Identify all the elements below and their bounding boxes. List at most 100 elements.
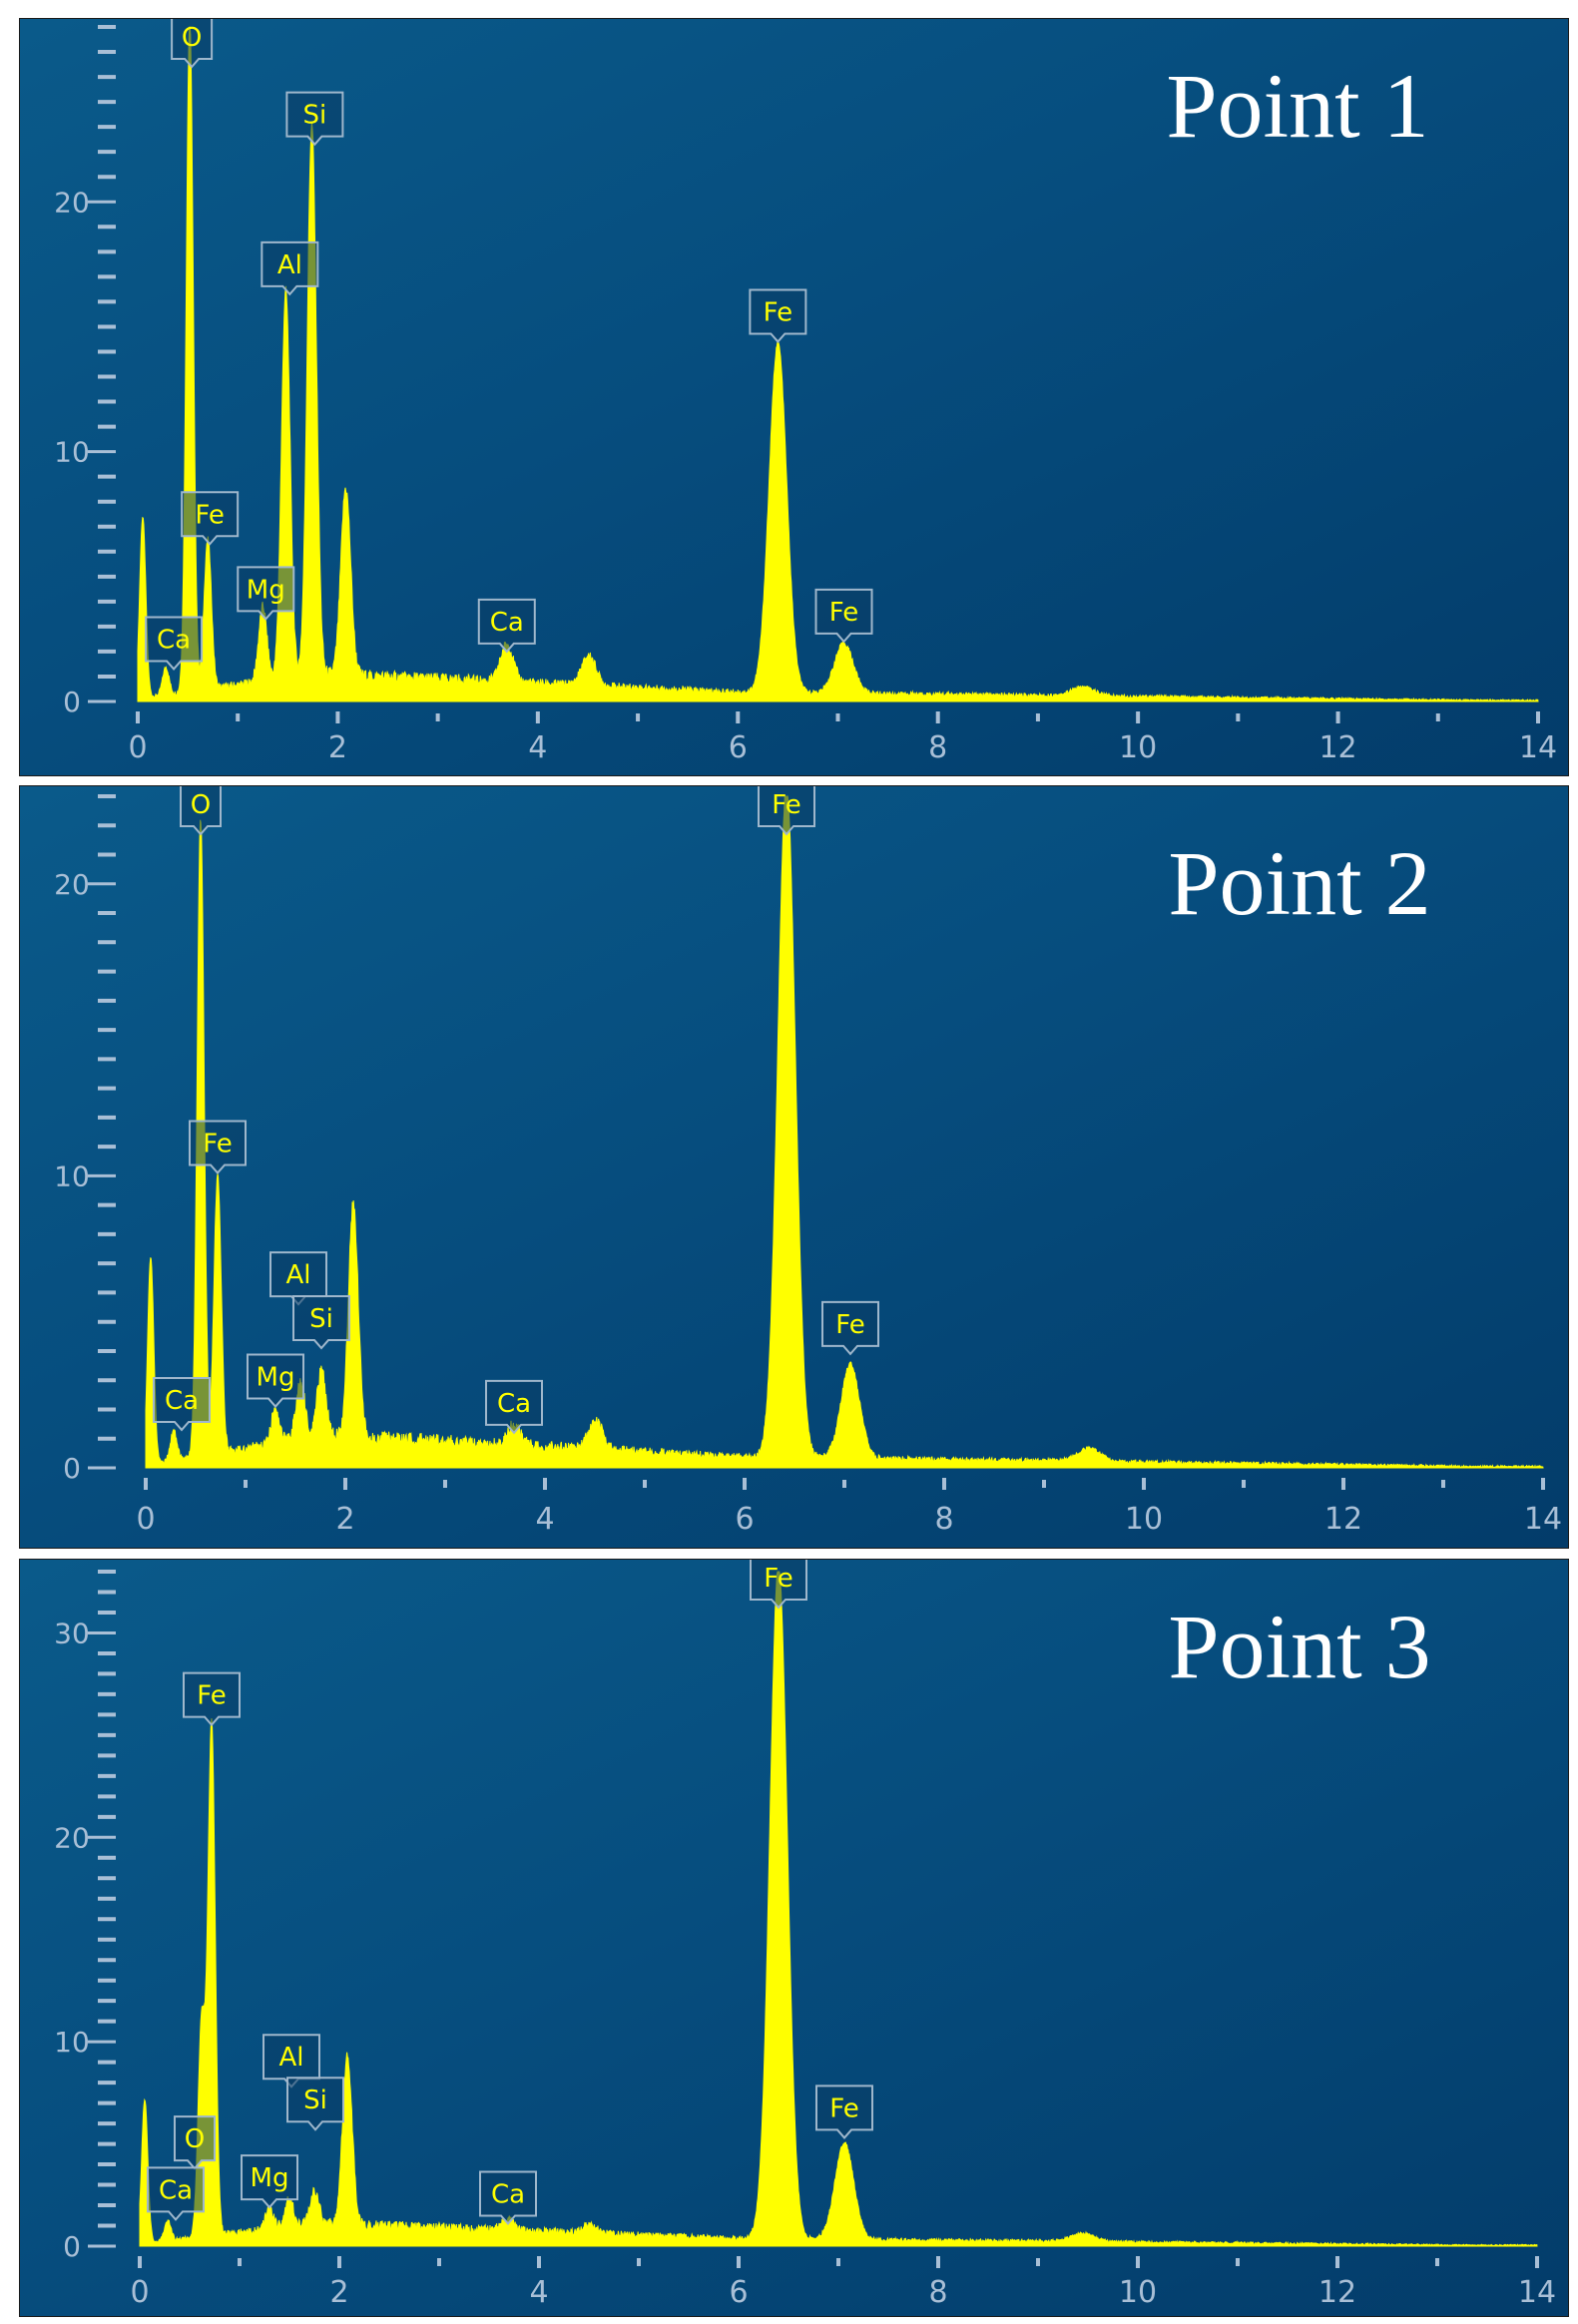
peak-label-fe: Fe [815,2085,873,2139]
peak-label-text: Ca [497,1389,531,1419]
peak-label-fe: Fe [189,1120,247,1174]
spectrum-area [139,1571,1538,2247]
peak-label-box [153,1376,211,1432]
peak-label-mg: Mg [247,1353,304,1409]
x-tick-label: 0 [130,2275,149,2310]
y-tick-label: 10 [54,436,90,469]
peak-label-text: Ca [165,1386,199,1416]
chart-title: Point 1 [1166,55,1428,157]
peak-label-box [750,1560,807,1610]
spectrum-panel-point-1: Point 1 0 2 4 6 8 10 12 14 0 10 20 O Si Al Fe Fe Mg Ca Ca Fe [19,18,1569,776]
y-tick-label: 20 [54,1821,90,1854]
peak-label-box [815,2085,873,2139]
x-tick-label: 10 [1119,2275,1157,2310]
peak-label-fe: Fe [749,288,807,343]
peak-label-text: Ca [157,625,191,655]
x-tick-label: 6 [729,730,748,765]
x-tick-label: 6 [735,1502,754,1537]
y-tick-label: 0 [63,686,81,718]
peak-label-o: O [174,2115,216,2170]
x-tick-label: 4 [529,2275,548,2310]
peak-label-al: Al [263,2034,320,2089]
peak-label-box [180,786,222,836]
x-tick-label: 4 [535,1502,554,1537]
y-axis: 0 10 20 30 [54,1570,116,2263]
peak-label-box [237,566,295,621]
peak-label-box [292,1295,350,1350]
peak-label-box [189,1120,247,1174]
peak-label-text: Si [303,101,327,131]
spectrum-chart-point-1: Point 1 0 2 4 6 8 10 12 14 0 10 20 O Si Al Fe Fe Mg Ca Ca Fe [20,19,1568,775]
x-tick-label: 14 [1518,2275,1556,2310]
peak-label-fe: Fe [821,1300,879,1356]
peak-label-fe: Fe [181,491,240,546]
peak-label-text: Fe [197,1681,227,1711]
peak-label-box [183,1671,241,1727]
peak-label-text: Fe [195,500,225,530]
x-tick-label: 8 [928,730,947,765]
peak-label-text: Fe [772,790,801,820]
spectrum-panel-point-3: Point 3 0 2 4 6 8 10 12 14 0 10 20 30 Fe Fe Al Si Fe O Mg Ca… [19,1559,1569,2317]
peak-label-text: Fe [829,598,859,628]
y-axis: 0 10 20 [54,794,116,1485]
y-tick-label: 0 [63,2230,81,2263]
peak-label-box [241,2154,298,2209]
x-tick-label: 2 [328,730,347,765]
peak-label-box [477,598,536,654]
peak-label-box [749,288,807,343]
peak-label-box [285,91,344,147]
peak-label-text: Si [309,1304,333,1334]
peak-label-ca: Ca [147,2166,205,2221]
peak-label-si: Si [292,1295,350,1350]
x-tick-label: 4 [528,730,547,765]
peak-label-text: Fe [764,1564,793,1594]
peak-label-text: O [182,23,202,53]
peak-label-si: Si [286,2077,344,2131]
peak-label-text: Si [303,2086,327,2115]
x-tick-label: 12 [1318,2275,1356,2310]
x-tick-label: 0 [136,1502,155,1537]
peak-label-box [247,1353,304,1409]
x-tick-label: 12 [1324,1502,1362,1537]
chart-title: Point 3 [1168,1596,1430,1697]
peak-label-box [147,2166,205,2221]
y-tick-label: 20 [54,186,90,219]
peak-label-box [485,1379,543,1435]
peak-label-ca: Ca [145,616,204,671]
peak-label-box [758,786,815,836]
x-tick-label: 0 [128,730,147,765]
peak-label-ca: Ca [477,598,536,654]
peak-label-text: Mg [257,1363,295,1393]
peak-label-ca: Ca [485,1379,543,1435]
peak-label-fe: Fe [814,588,873,644]
peak-label-box [479,2170,537,2225]
peak-label-ca: Ca [153,1376,211,1432]
x-tick-label: 12 [1318,730,1356,765]
peak-labels: O Fe Fe Al Si Fe Mg Ca Ca [153,786,879,1435]
spectrum-area [145,795,1544,1469]
peak-label-si: Si [285,91,344,147]
x-tick-label: 14 [1524,1502,1562,1537]
peak-label-al: Al [261,240,319,296]
y-tick-label: 20 [54,868,90,901]
y-axis: 0 10 20 [54,25,116,718]
y-tick-label: 10 [54,1160,90,1192]
y-tick-label: 30 [54,1617,90,1649]
peak-label-text: Mg [251,2163,289,2193]
peak-label-text: Al [285,1260,310,1290]
peak-label-box [145,616,204,671]
peak-label-text: Fe [764,297,793,327]
x-axis: 0 2 4 6 8 10 12 14 [136,1478,1562,1537]
y-tick-label: 0 [63,1452,81,1485]
peak-label-mg: Mg [237,566,295,621]
x-tick-label: 8 [928,2275,947,2310]
peak-label-text: Fe [835,1310,865,1340]
peak-label-fe: Fe [750,1560,807,1610]
peak-label-mg: Mg [241,2154,298,2209]
peak-label-text: O [185,2124,205,2154]
peak-label-text: Ca [491,2179,525,2209]
peak-label-box [174,2115,216,2170]
x-tick-label: 10 [1125,1502,1163,1537]
peak-label-fe: Fe [183,1671,241,1727]
